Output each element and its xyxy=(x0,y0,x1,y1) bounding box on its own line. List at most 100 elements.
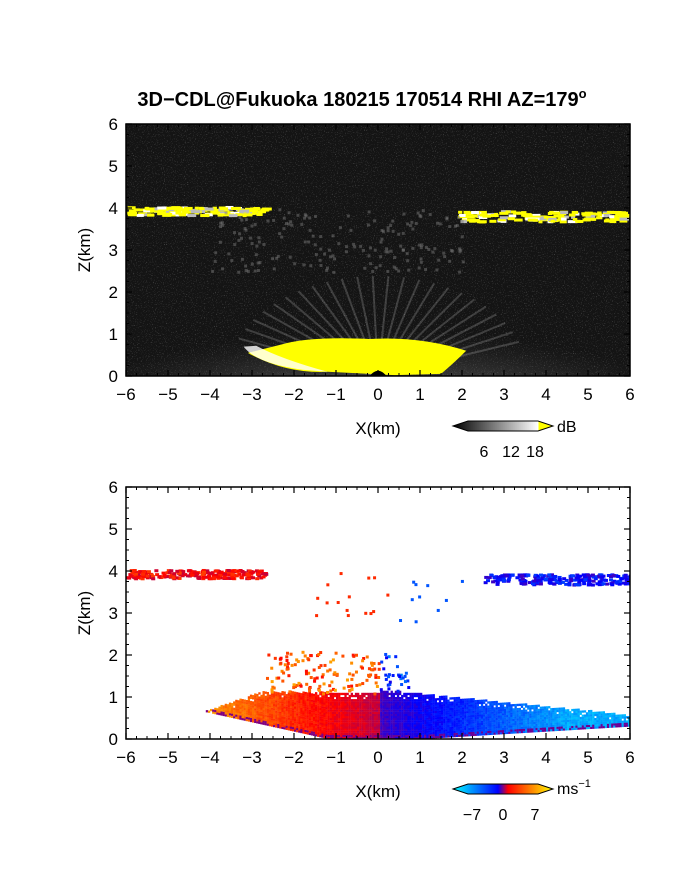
velocity-cell xyxy=(564,578,569,582)
velocity-cell xyxy=(596,720,599,723)
velocity-cell xyxy=(527,722,530,725)
weak-echo-cell xyxy=(419,260,423,264)
velocity-cell xyxy=(375,709,379,712)
velocity-cell xyxy=(369,692,372,696)
velocity-cell xyxy=(201,568,206,572)
velocity-cell xyxy=(357,722,360,725)
velocity-cell xyxy=(277,692,280,695)
velocity-cell xyxy=(298,701,301,704)
cloud-echo-cell xyxy=(157,211,165,215)
velocity-cell xyxy=(543,718,547,722)
velocity-cell xyxy=(384,692,387,696)
velocity-cell xyxy=(310,699,314,702)
cloud-echo-cell xyxy=(505,210,510,214)
velocity-cell xyxy=(428,732,431,735)
velocity-cell xyxy=(275,723,278,726)
velocity-cell xyxy=(308,728,311,731)
weak-echo-cell xyxy=(392,265,396,269)
velocity-cell xyxy=(396,732,400,735)
velocity-cell xyxy=(380,728,383,731)
velocity-cell xyxy=(273,716,276,719)
velocity-cell xyxy=(266,717,269,720)
velocity-cell xyxy=(239,713,242,716)
velocity-cell xyxy=(222,575,227,579)
velocity-cell xyxy=(447,724,450,728)
velocity-cell xyxy=(321,733,324,736)
velocity-cell xyxy=(447,720,450,723)
velocity-cell xyxy=(462,719,465,722)
velocity-cell xyxy=(582,575,587,579)
velocity-cell xyxy=(279,717,282,721)
velocity-cell xyxy=(260,720,263,723)
velocity-cell xyxy=(387,687,391,691)
velocity-cell xyxy=(390,697,393,700)
velocity-cell xyxy=(552,718,555,721)
weak-echo-cell xyxy=(244,218,248,222)
velocity-cell xyxy=(319,732,322,736)
velocity-cell xyxy=(214,707,217,711)
velocity-cell xyxy=(289,707,293,710)
velocity-cell xyxy=(350,694,353,698)
x-tick-label: −1 xyxy=(326,748,345,767)
velocity-cell xyxy=(342,715,345,719)
velocity-cell xyxy=(573,713,576,716)
weak-echo-cell xyxy=(449,248,453,252)
velocity-cell xyxy=(392,707,395,710)
velocity-cell xyxy=(365,711,368,714)
velocity-cell xyxy=(531,728,534,731)
velocity-cell xyxy=(577,719,580,722)
velocity-cell xyxy=(472,731,475,734)
velocity-cell xyxy=(344,701,347,704)
velocity-cell xyxy=(392,703,395,706)
y-tick-label: 4 xyxy=(109,562,118,581)
velocity-cell xyxy=(228,715,232,718)
velocity-cell xyxy=(424,728,427,731)
velocity-cell xyxy=(357,732,360,735)
velocity-cell xyxy=(510,714,513,717)
velocity-cell xyxy=(254,699,257,703)
velocity-cell xyxy=(405,713,408,717)
cloud-echo-cell xyxy=(256,212,263,216)
velocity-cell xyxy=(308,709,311,712)
velocity-cell xyxy=(508,710,511,713)
velocity-cell xyxy=(289,711,293,715)
velocity-cell xyxy=(373,692,377,696)
velocity-cell xyxy=(611,717,614,720)
velocity-cell xyxy=(308,705,311,708)
velocity-cell xyxy=(331,692,335,696)
velocity-cell xyxy=(403,705,406,708)
velocity-cell xyxy=(495,709,498,712)
velocity-cell xyxy=(235,699,238,703)
velocity-cell xyxy=(348,718,351,721)
velocity-cell xyxy=(487,576,492,580)
cloud-echo-cell xyxy=(489,219,497,223)
velocity-cell xyxy=(472,723,475,726)
velocity-cell xyxy=(386,718,389,721)
velocity-cell xyxy=(384,730,387,733)
velocity-cell xyxy=(382,694,385,698)
velocity-cell xyxy=(323,710,326,714)
cloud-echo-cell xyxy=(464,212,473,216)
weak-echo-cell xyxy=(309,264,313,268)
velocity-cell xyxy=(552,728,555,732)
velocity-cell xyxy=(331,705,335,708)
velocity-cell xyxy=(338,703,341,706)
velocity-cell xyxy=(364,611,368,615)
velocity-cell xyxy=(273,693,276,696)
velocity-cell xyxy=(350,726,353,729)
velocity-cell xyxy=(183,573,188,577)
velocity-cell xyxy=(289,703,293,706)
velocity-cell xyxy=(468,721,471,724)
velocity-cell xyxy=(409,699,412,702)
weak-echo-cell xyxy=(460,235,464,239)
cloud-echo-cell xyxy=(500,219,507,223)
velocity-cell xyxy=(571,715,574,718)
cloud-echo-cell xyxy=(183,210,190,214)
velocity-cell xyxy=(388,703,391,706)
velocity-cell xyxy=(554,714,557,717)
velocity-cell xyxy=(459,719,463,723)
velocity-cell xyxy=(487,726,490,729)
velocity-cell xyxy=(478,731,482,734)
velocity-cell xyxy=(478,714,482,717)
velocity-cell xyxy=(579,716,582,720)
